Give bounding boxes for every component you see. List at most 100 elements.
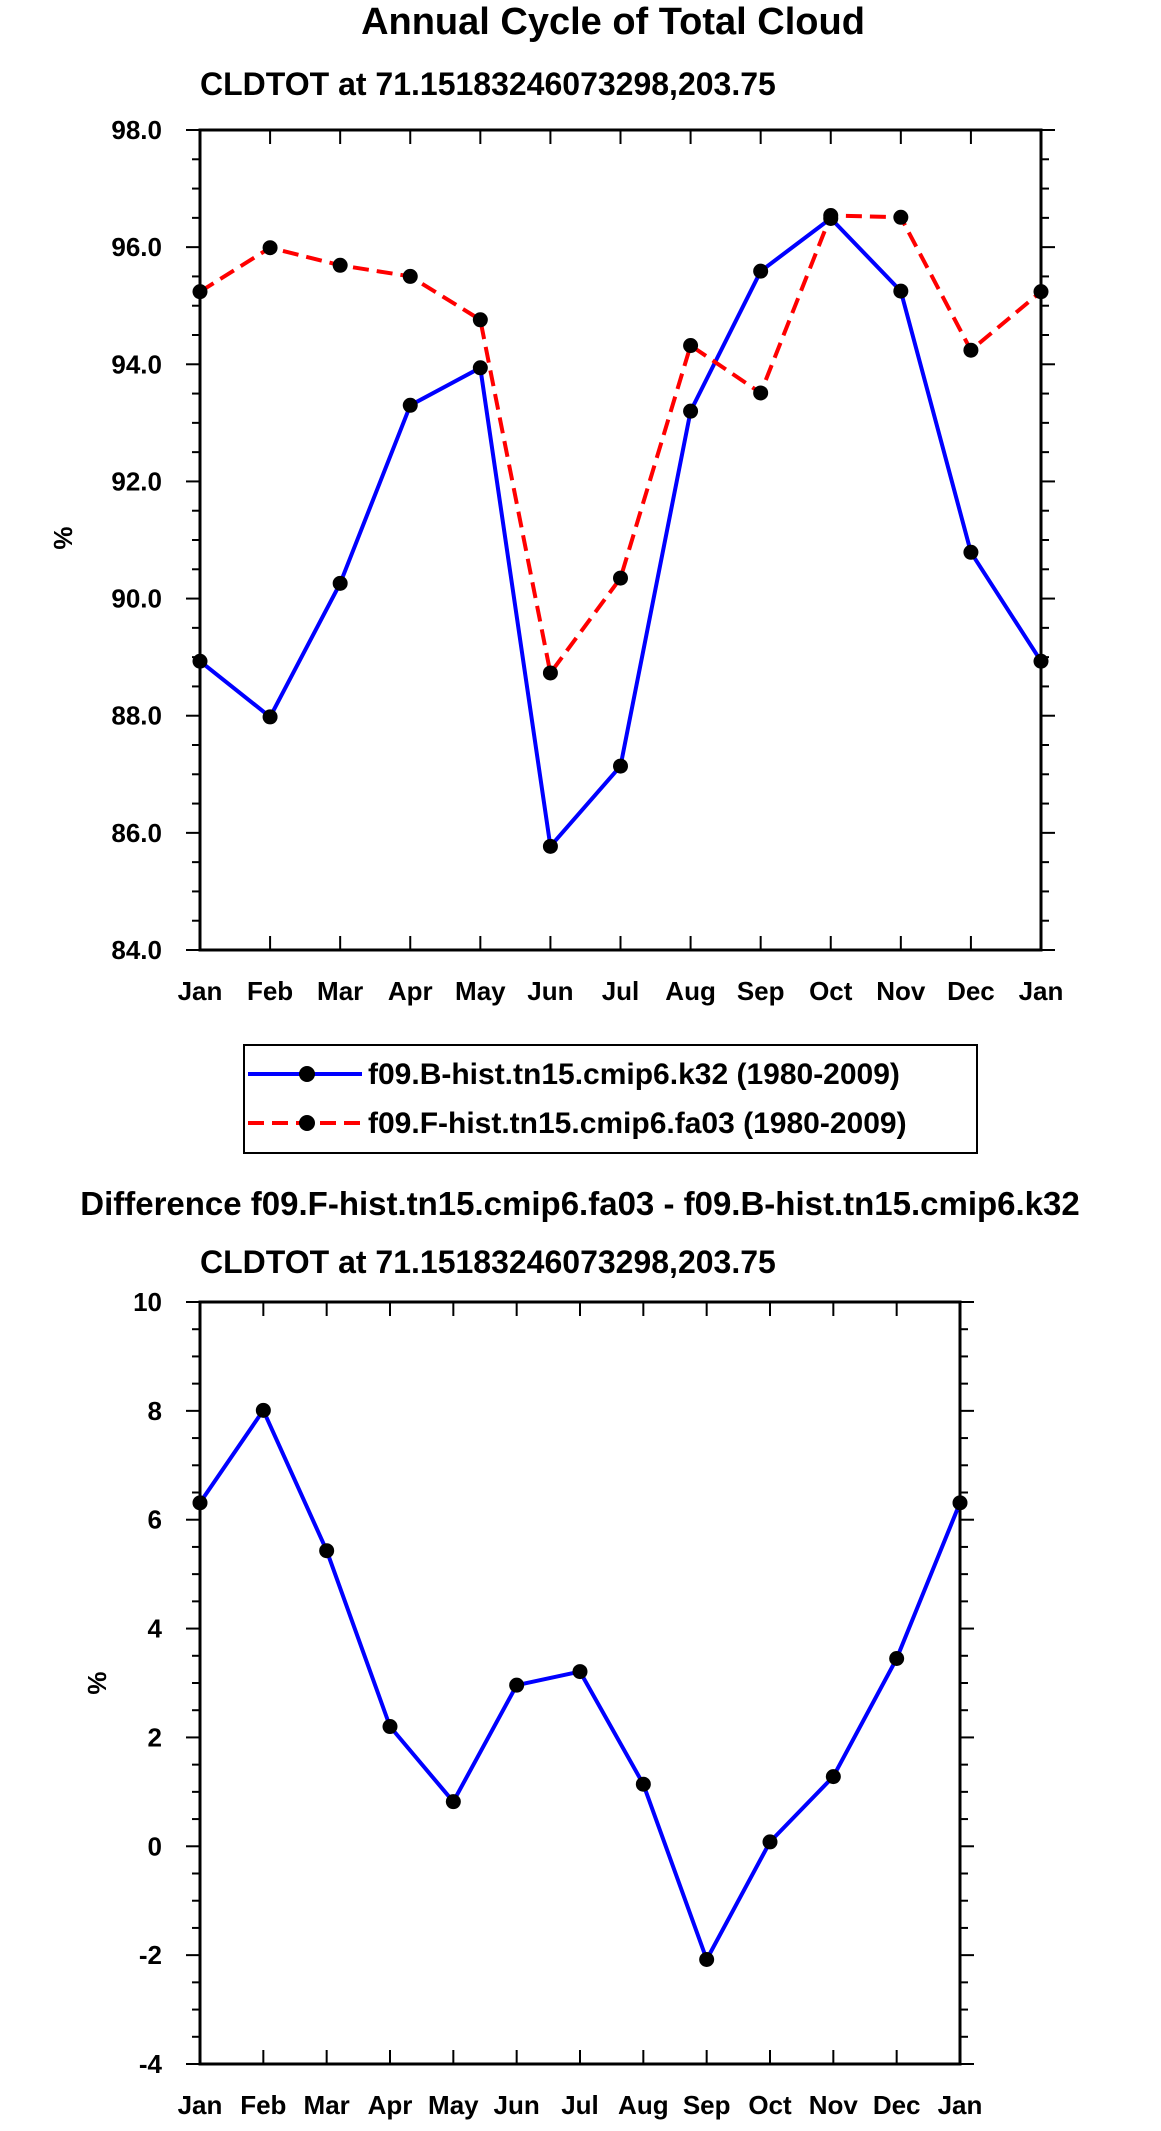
chart2-ytick-label: -4 — [139, 2049, 163, 2079]
chart1-xtick-label: Dec — [947, 976, 995, 1006]
chart1-series-2-point — [472, 312, 488, 328]
legend-label-series-1: f09.B-hist.tn15.cmip6.k32 (1980-2009) — [368, 1058, 900, 1091]
chart2-xtick-label: Dec — [873, 2090, 921, 2120]
chart1-title: Annual Cycle of Total Cloud — [361, 1, 865, 43]
chart2-series-1-point — [825, 1769, 841, 1785]
legend-label-series-2: f09.F-hist.tn15.cmip6.fa03 (1980-2009) — [368, 1107, 907, 1140]
chart1-xtick-label: Jan — [1019, 976, 1064, 1006]
chart1-series-1-point — [192, 653, 208, 669]
chart1-series-2-point — [963, 342, 979, 358]
chart2-subtitle: CLDTOT at 71.15183246073298,203.75 — [200, 1244, 776, 1280]
chart1-series-2-point — [192, 284, 208, 300]
chart1-series-1-point — [1033, 653, 1049, 669]
chart2-series-1-point — [509, 1677, 525, 1693]
chart2-frame — [198, 1300, 962, 2066]
chart1-series-2-line — [198, 213, 1043, 675]
chart1-ytick-label: 98.0 — [111, 115, 162, 145]
chart1-series-1-point — [753, 263, 769, 279]
chart1-ytick-label: 88.0 — [111, 701, 162, 731]
chart2-xtick-label: Feb — [240, 2090, 286, 2120]
chart2-ytick-label: -2 — [139, 1940, 162, 1970]
chart1-xtick-label: Jan — [178, 976, 223, 1006]
chart1-xtick-label: Nov — [876, 976, 926, 1006]
chart1-plot: Jan Feb Mar Apr May Jun Jul Aug Sep Oct Nov Dec Jan 8… — [111, 115, 1063, 1006]
chart2-ytick-label: 2 — [148, 1722, 162, 1752]
chart1-series-2-point — [753, 385, 769, 401]
chart2-title: Difference f09.F-hist.tn15.cmip6.fa03 - … — [80, 1185, 1080, 1222]
chart2-xtick-label: Oct — [748, 2090, 792, 2120]
chart2-xtick-label: Mar — [304, 2090, 350, 2120]
chart1-legend: f09.B-hist.tn15.cmip6.k32 (1980-2009) f0… — [243, 1044, 978, 1154]
chart1-xtick-label: Aug — [665, 976, 716, 1006]
chart2-series-1-point — [699, 1951, 715, 1967]
chart1-ytick-label: 94.0 — [111, 349, 162, 379]
chart2-series-1-point — [762, 1834, 778, 1850]
chart1-series-1-point — [542, 838, 558, 854]
chart1-xtick-label: May — [455, 976, 506, 1006]
chart1-ytick-label: 90.0 — [111, 584, 162, 614]
chart1-series-1-point — [683, 403, 699, 419]
chart2-ytick-label: 4 — [148, 1614, 163, 1644]
chart1-series-2-point — [402, 268, 418, 284]
chart2-xtick-label: May — [428, 2090, 479, 2120]
chart2-series-1-line — [198, 1408, 962, 1962]
chart1-series-2-point — [613, 570, 628, 586]
chart1-series-2-point — [542, 665, 558, 681]
chart1-xtick-label: Jun — [527, 976, 573, 1006]
chart1-subtitle: CLDTOT at 71.15183246073298,203.75 — [200, 66, 776, 102]
legend-marker-series-2 — [299, 1115, 315, 1131]
chart1-series-1-point — [262, 709, 278, 725]
chart2-xtick-label: Jan — [178, 2090, 223, 2120]
chart2-ytick-label: 6 — [148, 1505, 162, 1535]
chart1-series-2-point — [893, 209, 909, 225]
chart1-series-1-point — [893, 283, 909, 299]
legend-marker-series-1 — [299, 1066, 315, 1082]
chart2-series-1-point — [889, 1651, 905, 1667]
chart1-series-1-point — [472, 360, 488, 376]
chart2-xtick-label: Nov — [809, 2090, 859, 2120]
chart2-xtick-label: Jun — [494, 2090, 540, 2120]
chart1-ytick-label: 96.0 — [111, 232, 162, 262]
chart2-series-1-point — [635, 1776, 651, 1792]
chart1-series-1-point — [402, 397, 418, 413]
chart2-xtick-label: Jan — [938, 2090, 983, 2120]
chart2-ytick-label: 0 — [148, 1831, 162, 1861]
chart2-series-1-point — [572, 1664, 588, 1680]
chart1-series-1-line — [198, 216, 1043, 849]
chart1-series-2-point — [683, 338, 699, 354]
chart1-ylabel: % — [48, 526, 78, 549]
legend-box — [243, 1044, 978, 1154]
chart1-ytick-label: 92.0 — [111, 466, 162, 496]
chart2-xtick-label: Sep — [683, 2090, 731, 2120]
chart2-ytick-label: 10 — [133, 1287, 162, 1317]
chart2-ylabel: % — [82, 1671, 112, 1694]
chart1-xtick-label: Mar — [317, 976, 363, 1006]
chart1-xtick-label: Apr — [388, 976, 433, 1006]
chart1-xtick-label: Oct — [809, 976, 853, 1006]
chart1-series-2-point — [332, 257, 348, 273]
chart2-plot: Jan Feb Mar Apr May Jun Jul Aug Sep Oct Nov Dec Jan-… — [133, 1287, 982, 2120]
chart2-series-1-point — [192, 1495, 208, 1511]
chart1-xtick-label: Sep — [737, 976, 785, 1006]
chart2-series-1-point — [952, 1495, 968, 1511]
chart1-series-1-point — [963, 544, 979, 560]
chart2-ytick-label: 8 — [148, 1396, 162, 1426]
chart2-xtick-label: Aug — [618, 2090, 669, 2120]
chart1-xtick-label: Jul — [602, 976, 640, 1006]
chart1-ytick-label: 84.0 — [111, 935, 162, 965]
chart1-series-1-point — [613, 758, 628, 774]
chart1-frame — [198, 128, 1043, 952]
chart2-xtick-label: Apr — [368, 2090, 413, 2120]
chart1-series-2-point — [1033, 284, 1049, 300]
chart2-series-1-point — [255, 1402, 271, 1418]
chart1-series-2-point — [823, 208, 839, 224]
chart1-xtick-label: Feb — [247, 976, 293, 1006]
chart1-ytick-label: 86.0 — [111, 818, 162, 848]
chart1-series-2-point — [262, 240, 278, 256]
chart2-series-1-point — [382, 1719, 398, 1735]
chart2-xtick-label: Jul — [561, 2090, 599, 2120]
chart1-series-1-point — [332, 575, 348, 591]
chart2-series-1-point — [319, 1543, 335, 1559]
chart2-series-1-point — [445, 1794, 461, 1810]
